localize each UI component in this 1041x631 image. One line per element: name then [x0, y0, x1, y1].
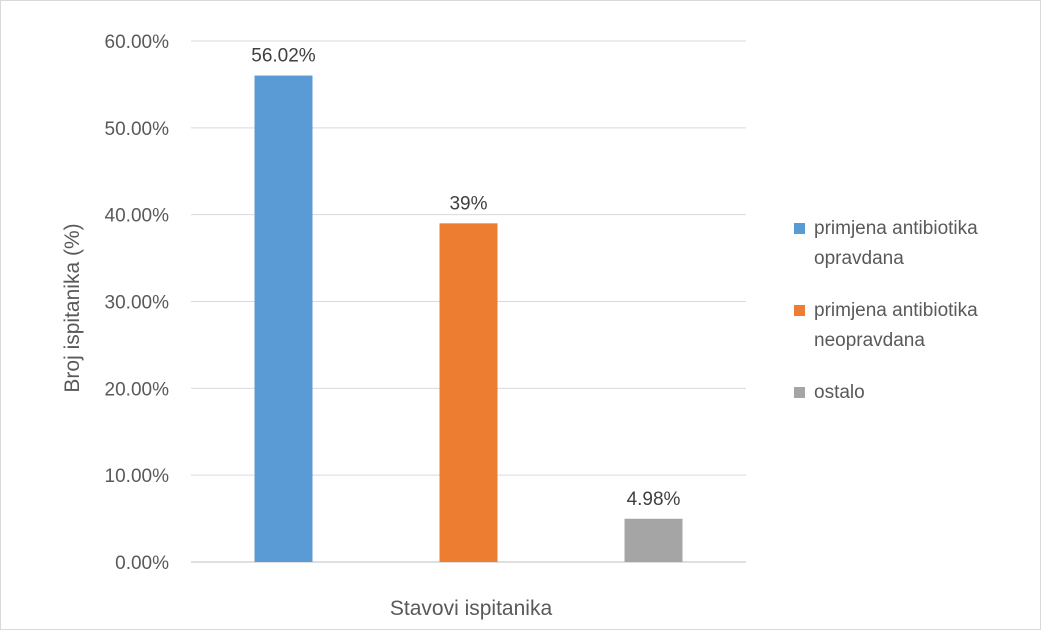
bars: [254, 75, 683, 563]
legend-entry: primjena antibiotika opravdana: [814, 218, 978, 269]
legend-entry: primjena antibiotika neopravdana: [814, 300, 978, 351]
y-tick-label: 50.00%: [105, 119, 170, 140]
y-axis-title: Broj ispitanika (%): [61, 223, 84, 392]
legend: primjena antibiotika opravdana primjena an…: [794, 218, 978, 403]
data-label: 56.02%: [251, 46, 316, 67]
y-tick-label: 60.00%: [105, 32, 170, 53]
legend-entry: ostalo: [814, 382, 865, 403]
legend-swatch: [794, 223, 805, 234]
legend-swatch: [794, 305, 805, 316]
bar: [254, 75, 313, 563]
y-tick-label: 30.00%: [105, 293, 170, 314]
y-tick-label: 40.00%: [105, 206, 170, 227]
x-axis-title: Stavovi ispitanika: [390, 597, 553, 620]
y-tick-label: 0.00%: [115, 553, 169, 574]
bar: [439, 223, 498, 562]
data-label: 4.98%: [627, 489, 681, 510]
y-tick-label: 10.00%: [105, 466, 170, 487]
legend-swatch: [794, 387, 805, 398]
bar: [624, 518, 683, 562]
data-labels: 56.02% 39% 4.98%: [251, 46, 680, 510]
data-label: 39%: [449, 193, 487, 214]
y-tick-label: 20.00%: [105, 379, 170, 400]
y-axis-ticks: 0.00% 10.00% 20.00% 30.00% 40.00% 50.00% 60.00…: [105, 32, 170, 574]
